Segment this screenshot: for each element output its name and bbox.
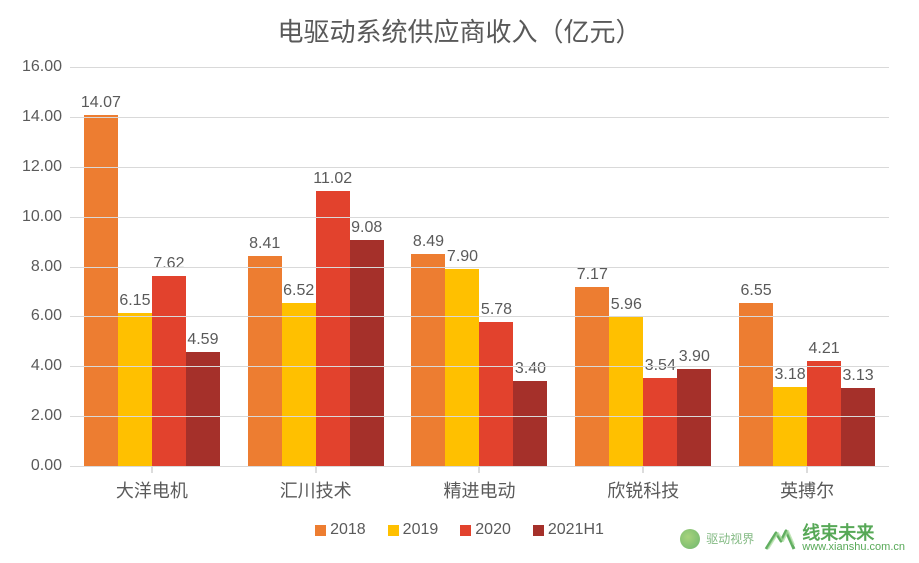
watermark-text: 线束未来 www.xianshu.com.cn <box>802 524 905 553</box>
y-tick-label: 0.00 <box>31 457 62 475</box>
bar: 9.08 <box>350 240 384 466</box>
gridline <box>70 267 889 268</box>
bar-value-label: 3.40 <box>515 360 546 378</box>
y-tick-label: 16.00 <box>22 58 62 76</box>
legend-label: 2020 <box>475 521 511 539</box>
x-tick-label: 大洋电机 <box>70 477 234 503</box>
legend-item: 2018 <box>315 521 366 539</box>
bar-value-label: 6.52 <box>283 282 314 300</box>
bar: 3.90 <box>677 369 711 466</box>
legend-item: 2020 <box>460 521 511 539</box>
bar-value-label: 6.15 <box>119 292 150 310</box>
legend-swatch-icon <box>388 525 399 536</box>
bar: 8.41 <box>248 256 282 466</box>
y-tick-label: 6.00 <box>31 307 62 325</box>
watermark-url: www.xianshu.com.cn <box>802 542 905 553</box>
bar: 11.02 <box>316 191 350 466</box>
legend-label: 2019 <box>403 521 439 539</box>
x-tick: 精进电动 <box>398 469 562 503</box>
gridline <box>70 217 889 218</box>
y-tick-label: 10.00 <box>22 208 62 226</box>
bar: 4.59 <box>186 352 220 466</box>
x-axis: 大洋电机汇川技术精进电动欣锐科技英搏尔 <box>70 469 889 503</box>
x-tick-label: 英搏尔 <box>725 477 889 503</box>
gridline <box>70 316 889 317</box>
bar-value-label: 11.02 <box>313 170 352 188</box>
watermark-logo-icon <box>764 527 796 551</box>
x-tick: 大洋电机 <box>70 469 234 503</box>
legend-swatch-icon <box>315 525 326 536</box>
legend-swatch-icon <box>460 525 471 536</box>
bar-value-label: 7.62 <box>153 255 184 273</box>
watermark-brand: 线束未来 <box>802 524 905 542</box>
x-tick-label: 汇川技术 <box>234 477 398 503</box>
bar-value-label: 3.18 <box>775 366 806 384</box>
bar-value-label: 4.21 <box>809 340 840 358</box>
bar: 3.54 <box>643 378 677 466</box>
bar-value-label: 8.49 <box>413 233 444 251</box>
bar-value-label: 3.13 <box>843 367 874 385</box>
bar-value-label: 4.59 <box>187 331 218 349</box>
x-tick: 汇川技术 <box>234 469 398 503</box>
y-tick-label: 12.00 <box>22 158 62 176</box>
watermark: 驱动视界 线束未来 www.xianshu.com.cn <box>680 524 905 553</box>
bar: 3.13 <box>841 388 875 466</box>
bar: 7.17 <box>575 287 609 466</box>
chart-container: 电驱动系统供应商收入（亿元） 14.076.157.624.598.416.52… <box>0 0 919 563</box>
bar: 6.55 <box>739 303 773 466</box>
bar: 4.21 <box>807 361 841 466</box>
legend-item: 2021H1 <box>533 521 604 539</box>
bar-value-label: 9.08 <box>351 219 382 237</box>
watermark-avatar-icon <box>680 529 700 549</box>
bar-value-label: 5.96 <box>611 296 642 314</box>
gridline <box>70 366 889 367</box>
bar-value-label: 8.41 <box>249 235 280 253</box>
bar: 5.78 <box>479 322 513 466</box>
watermark-small-label: 驱动视界 <box>706 530 754 547</box>
y-tick-label: 2.00 <box>31 407 62 425</box>
y-tick-label: 8.00 <box>31 258 62 276</box>
bar-value-label: 7.17 <box>577 266 608 284</box>
bar: 5.96 <box>609 317 643 466</box>
bar: 7.90 <box>445 269 479 466</box>
bar-value-label: 7.90 <box>447 248 478 266</box>
legend-label: 2021H1 <box>548 521 604 539</box>
x-tick: 英搏尔 <box>725 469 889 503</box>
legend-label: 2018 <box>330 521 366 539</box>
x-tick-label: 欣锐科技 <box>561 477 725 503</box>
bar: 7.62 <box>152 276 186 466</box>
bar: 3.40 <box>513 381 547 466</box>
gridline <box>70 67 889 68</box>
x-tick: 欣锐科技 <box>561 469 725 503</box>
chart-title: 电驱动系统供应商收入（亿元） <box>20 12 899 49</box>
bar: 3.18 <box>773 387 807 466</box>
y-tick-label: 14.00 <box>22 108 62 126</box>
bar: 14.07 <box>84 115 118 466</box>
bar-value-label: 3.90 <box>679 348 710 366</box>
bar: 6.52 <box>282 303 316 466</box>
legend-item: 2019 <box>388 521 439 539</box>
bar-value-label: 6.55 <box>741 282 772 300</box>
bar-value-label: 14.07 <box>81 94 121 112</box>
bar: 6.15 <box>118 313 152 466</box>
bar: 8.49 <box>411 254 445 466</box>
y-tick-label: 4.00 <box>31 357 62 375</box>
plot-area: 14.076.157.624.598.416.5211.029.088.497.… <box>70 67 889 467</box>
gridline <box>70 416 889 417</box>
x-tick-label: 精进电动 <box>398 477 562 503</box>
gridline <box>70 117 889 118</box>
gridline <box>70 167 889 168</box>
legend-swatch-icon <box>533 525 544 536</box>
